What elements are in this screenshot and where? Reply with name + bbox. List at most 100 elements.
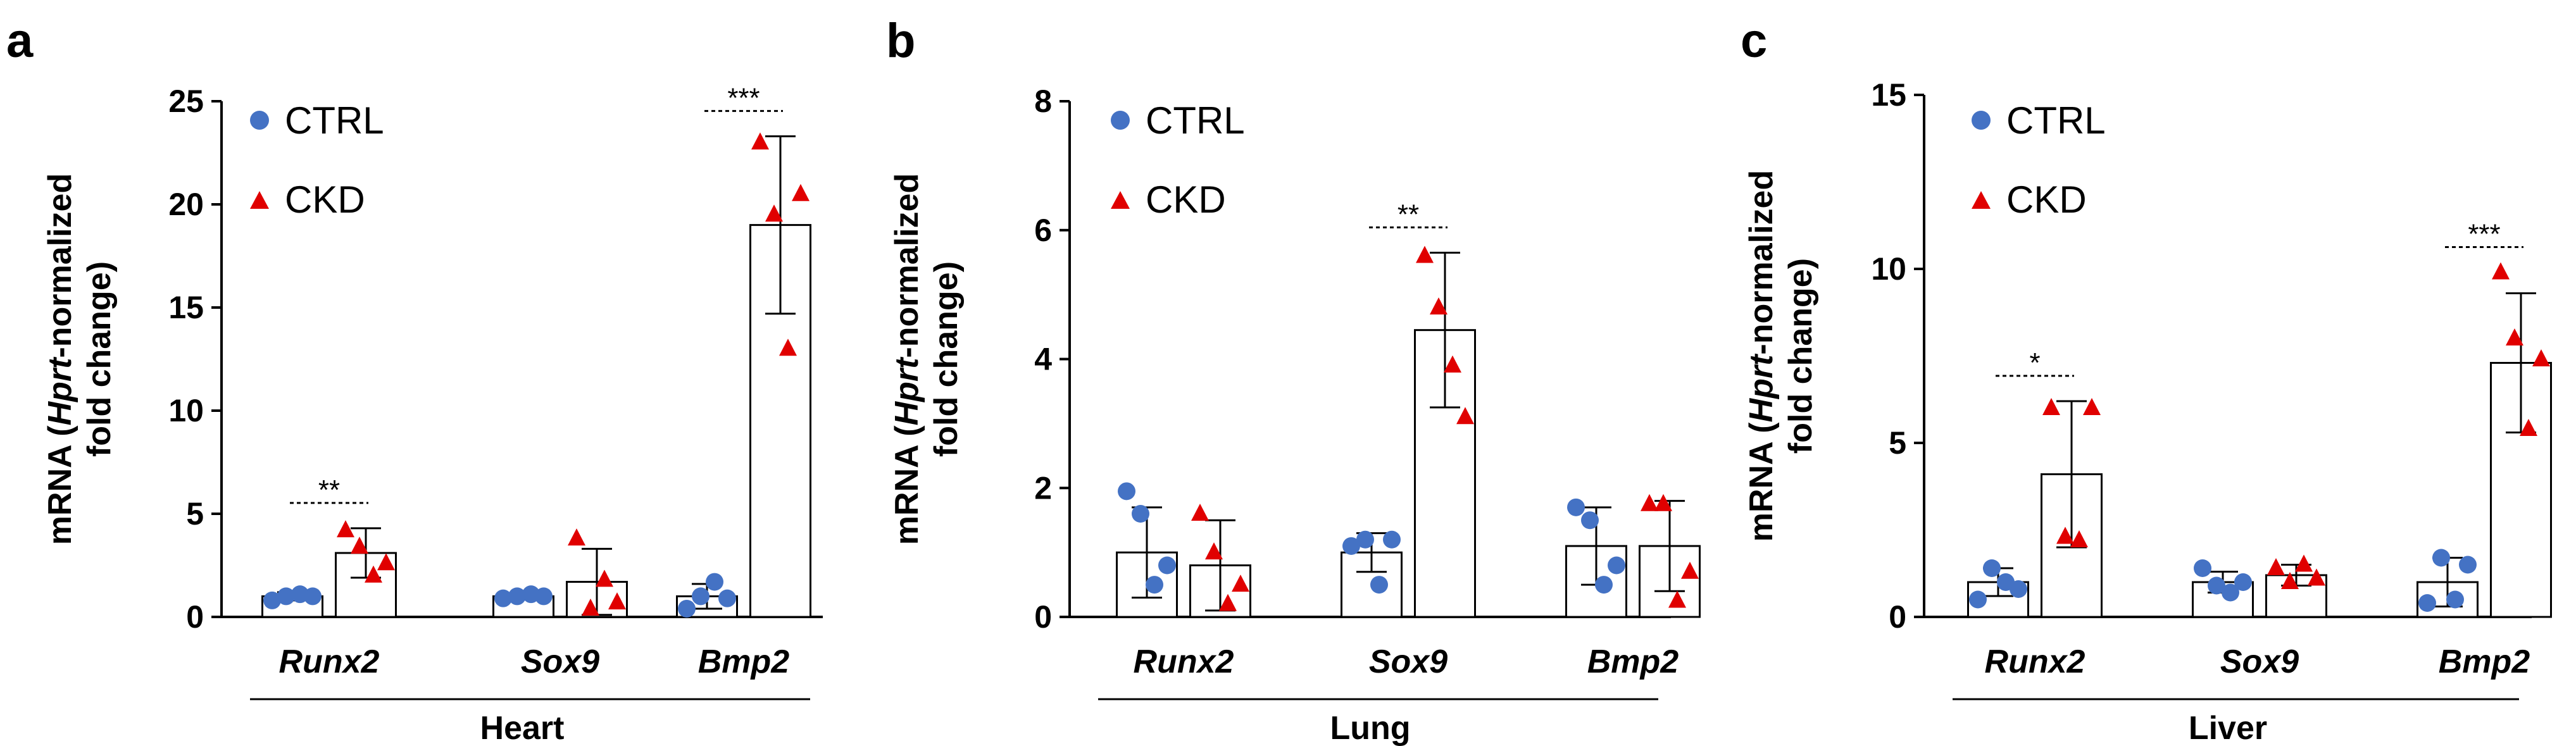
data-point-ckd (2520, 419, 2537, 436)
data-point-ctrl (1370, 576, 1388, 594)
data-point-ctrl (2446, 590, 2464, 609)
data-point-ctrl (2194, 559, 2211, 577)
data-point-ctrl (1608, 556, 1625, 575)
y-tick-label: 10 (168, 393, 204, 428)
panel-label: b (886, 14, 915, 68)
data-point-ctrl (2234, 573, 2252, 591)
data-point-ckd (1430, 297, 1447, 314)
data-point-ctrl (508, 587, 526, 606)
y-axis-label-prefix: mRNA ( (1743, 422, 1780, 542)
data-point-ctrl (263, 591, 281, 609)
data-point-ckd (568, 528, 585, 546)
data-point-ckd (2267, 558, 2285, 575)
legend-ckd-marker (1111, 191, 1130, 209)
y-axis-label-line1: mRNA (Hprt-normalized (889, 173, 925, 545)
data-point-ckd (2281, 572, 2299, 589)
legend-ckd-label: CKD (2006, 178, 2087, 221)
legend-ctrl-marker (250, 111, 269, 130)
data-point-ctrl (1342, 537, 1360, 555)
y-axis-label: mRNA (Hprt-normalizedfold change) (1743, 170, 1819, 542)
y-axis-label: mRNA (Hprt-normalizedfold change) (889, 173, 965, 545)
legend-ckd-label: CKD (1146, 178, 1226, 221)
data-point-ckd (608, 592, 626, 610)
data-point-ckd (1641, 494, 1658, 511)
y-tick-label: 6 (1034, 213, 1052, 248)
data-point-ckd (751, 132, 769, 150)
data-point-ckd (1681, 561, 1699, 579)
category-label-sox9: Sox9 (521, 643, 599, 680)
data-point-ckd (1654, 494, 1672, 511)
data-point-ctrl (2459, 556, 2477, 574)
data-point-ctrl (718, 589, 736, 607)
y-axis-label-suffix: -normalized (889, 173, 925, 358)
data-point-ckd (377, 553, 395, 571)
data-point-ctrl (1969, 590, 1987, 609)
significance-label: ** (318, 475, 340, 506)
y-tick-label: 5 (186, 496, 204, 532)
data-point-ctrl (1356, 530, 1374, 549)
category-label-sox9: Sox9 (1369, 643, 1447, 680)
data-point-ckd (2308, 568, 2325, 586)
data-point-ckd (2056, 526, 2074, 544)
data-point-ctrl (1118, 482, 1135, 500)
data-point-ctrl (2418, 594, 2436, 612)
legend-ctrl-marker (1972, 111, 1991, 130)
group-label: Lung (1330, 710, 1410, 746)
significance-label: *** (727, 82, 760, 113)
y-axis-label-line1: mRNA (Hprt-normalized (42, 173, 78, 545)
data-point-ckd (792, 183, 810, 201)
data-point-ckd (2492, 262, 2510, 280)
panel-label: c (1741, 14, 1767, 68)
data-point-ckd (1232, 575, 1249, 592)
category-label-runx2: Runx2 (1985, 643, 2085, 680)
data-point-ctrl (1132, 505, 1149, 523)
group-label: Heart (480, 710, 565, 746)
panel-b-lung: b mRNA (Hprt-normalizedfold change) 0 2 4 6 8 R… (886, 14, 1701, 746)
data-point-ckd (2042, 398, 2060, 415)
data-point-ctrl (1158, 556, 1176, 575)
category-label-runx2: Runx2 (279, 643, 380, 680)
y-tick-label: 0 (186, 599, 204, 635)
significance-label: * (2029, 347, 2040, 378)
y-axis-label-prefix: mRNA ( (889, 425, 925, 545)
panel-label: a (6, 14, 34, 68)
y-tick-label: 5 (1889, 425, 1906, 461)
legend-ctrl-label: CTRL (1146, 99, 1245, 142)
y-tick-label: 2 (1034, 470, 1052, 506)
y-tick-label: 10 (1871, 251, 1906, 287)
legend-ckd-marker (250, 191, 269, 209)
data-point-ckd (779, 339, 797, 356)
y-axis-label-line2: fold change) (928, 261, 965, 457)
data-point-ckd (1444, 355, 1461, 373)
panel-c-liver: c mRNA (Hprt-normalizedfold change) 0 5 10 15… (1741, 14, 2552, 746)
data-point-ckd (1219, 594, 1237, 611)
y-tick-label: 4 (1034, 342, 1052, 377)
y-axis-label-suffix: -normalized (42, 173, 78, 358)
data-point-ctrl (2432, 549, 2450, 567)
data-point-ckd (1191, 504, 1209, 521)
data-point-ctrl (535, 587, 553, 606)
y-axis-label-gene: Hprt (1743, 353, 1780, 423)
data-point-ctrl (277, 587, 295, 606)
category-label-bmp2: Bmp2 (2439, 643, 2530, 680)
data-point-ckd (337, 520, 354, 538)
y-axis-label-suffix: -normalized (1743, 170, 1780, 355)
category-label-runx2: Runx2 (1134, 643, 1234, 680)
significance-label: *** (2468, 219, 2500, 250)
data-point-ckd (2506, 328, 2523, 345)
data-point-ctrl (706, 573, 723, 591)
category-label-bmp2: Bmp2 (698, 643, 790, 680)
y-tick-label: 25 (168, 84, 204, 119)
legend-ckd-marker (1972, 191, 1991, 209)
y-axis-label-line2: fold change) (81, 261, 118, 457)
data-point-ctrl (494, 589, 512, 607)
data-point-ctrl (1595, 576, 1613, 594)
data-point-ctrl (1983, 559, 2001, 577)
y-tick-label: 20 (168, 187, 204, 222)
data-point-ckd (365, 565, 382, 583)
legend-ctrl-label: CTRL (2006, 99, 2106, 142)
y-tick-label: 0 (1034, 599, 1052, 635)
data-point-ckd (765, 204, 783, 222)
data-point-ckd (2070, 530, 2088, 547)
data-point-ckd (1456, 407, 1474, 425)
